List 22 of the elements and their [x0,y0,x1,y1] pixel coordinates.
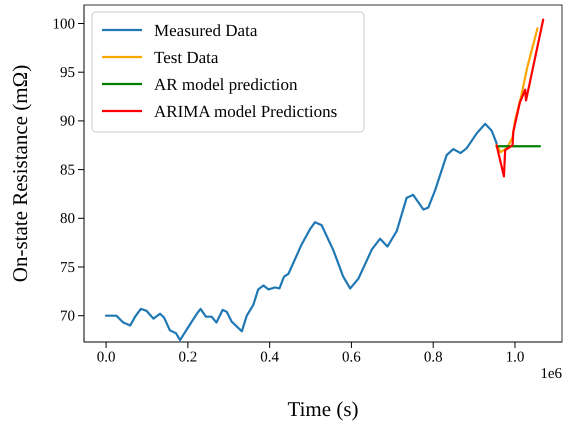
y-tick-label: 100 [52,16,75,32]
x-tick-label: 0.8 [424,350,443,366]
y-tick-label: 85 [60,162,75,178]
y-tick-label: 75 [60,260,75,276]
legend-label: Measured Data [154,21,258,40]
text: 1e6 [540,366,562,382]
y-tick-label: 95 [60,65,75,82]
y-tick-label: 80 [60,211,75,228]
y-tick-label: 70 [60,308,75,324]
legend-label: AR model prediction [154,75,298,94]
y-axis-title: On-state Resistance (mΩ) [8,64,32,282]
legend-label: ARIMA model Predictions [154,102,338,121]
legend-label: Test Data [154,48,219,67]
x-tick-label: 0.6 [342,350,362,366]
x-axis-title: Time (s) [288,397,358,421]
line-series [104,122,498,342]
x-tick-label: 1.0 [506,350,524,366]
y-tick-label: 90 [60,114,75,130]
x-tick-label: 0.4 [260,350,280,366]
line-series [495,18,544,178]
x-tick-label: 0.0 [96,350,116,366]
x-tick-label: 0.2 [178,350,198,366]
